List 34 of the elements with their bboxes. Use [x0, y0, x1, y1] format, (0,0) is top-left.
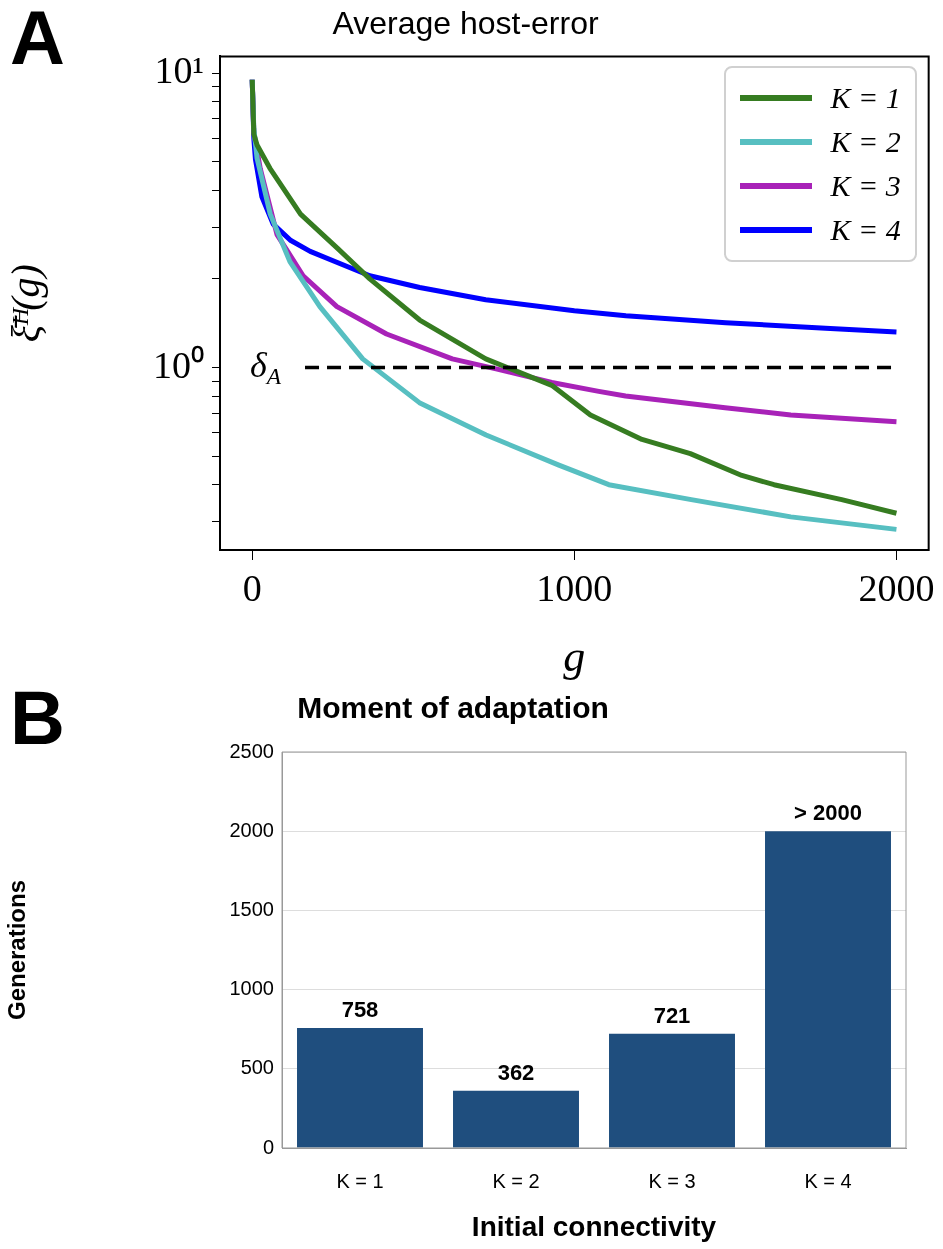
y-tick-label: 0 — [262, 1135, 274, 1158]
chart-title: Average host-error — [332, 5, 599, 42]
data-label: 362 — [497, 1059, 535, 1085]
x-tick-label: 2000 — [858, 566, 935, 609]
legend-label: K = 2 — [830, 125, 901, 160]
bar — [453, 1090, 579, 1148]
x-tick-label: 1000 — [536, 566, 613, 609]
y-tick-label: 1500 — [229, 897, 274, 920]
y-tick-label: 10⁰ — [153, 343, 204, 386]
x-tick-label: K = 1 — [336, 1169, 384, 1192]
x-tick-label: K = 3 — [648, 1169, 696, 1192]
y-axis-title: Generations — [3, 879, 31, 1021]
y-tick-label: 1000 — [229, 977, 274, 1000]
legend-label: K = 4 — [830, 213, 901, 248]
x-axis-title: g — [563, 632, 586, 682]
legend-label: K = 3 — [830, 169, 901, 204]
chart-title: Moment of adaptation — [297, 691, 609, 725]
bar — [297, 1027, 423, 1148]
x-tick-label: K = 4 — [804, 1169, 852, 1192]
text: B — [10, 675, 65, 760]
y-tick-label: 10¹ — [154, 49, 204, 92]
data-label: 721 — [653, 1002, 691, 1028]
y-tick-label: 500 — [240, 1056, 274, 1079]
y-tick-label: 2500 — [229, 739, 274, 762]
y-axis-title: ξ̄ᴴ(g) — [2, 264, 48, 343]
x-tick-label: K = 2 — [492, 1169, 540, 1192]
legend-label: K = 1 — [830, 81, 901, 116]
bar — [765, 831, 891, 1148]
bar — [609, 1033, 735, 1148]
x-axis-title: Initial connectivity — [471, 1210, 717, 1242]
y-tick-label: 2000 — [229, 818, 274, 841]
text: A — [10, 0, 65, 80]
data-label: > 2000 — [794, 800, 862, 826]
data-label: 758 — [341, 997, 379, 1022]
